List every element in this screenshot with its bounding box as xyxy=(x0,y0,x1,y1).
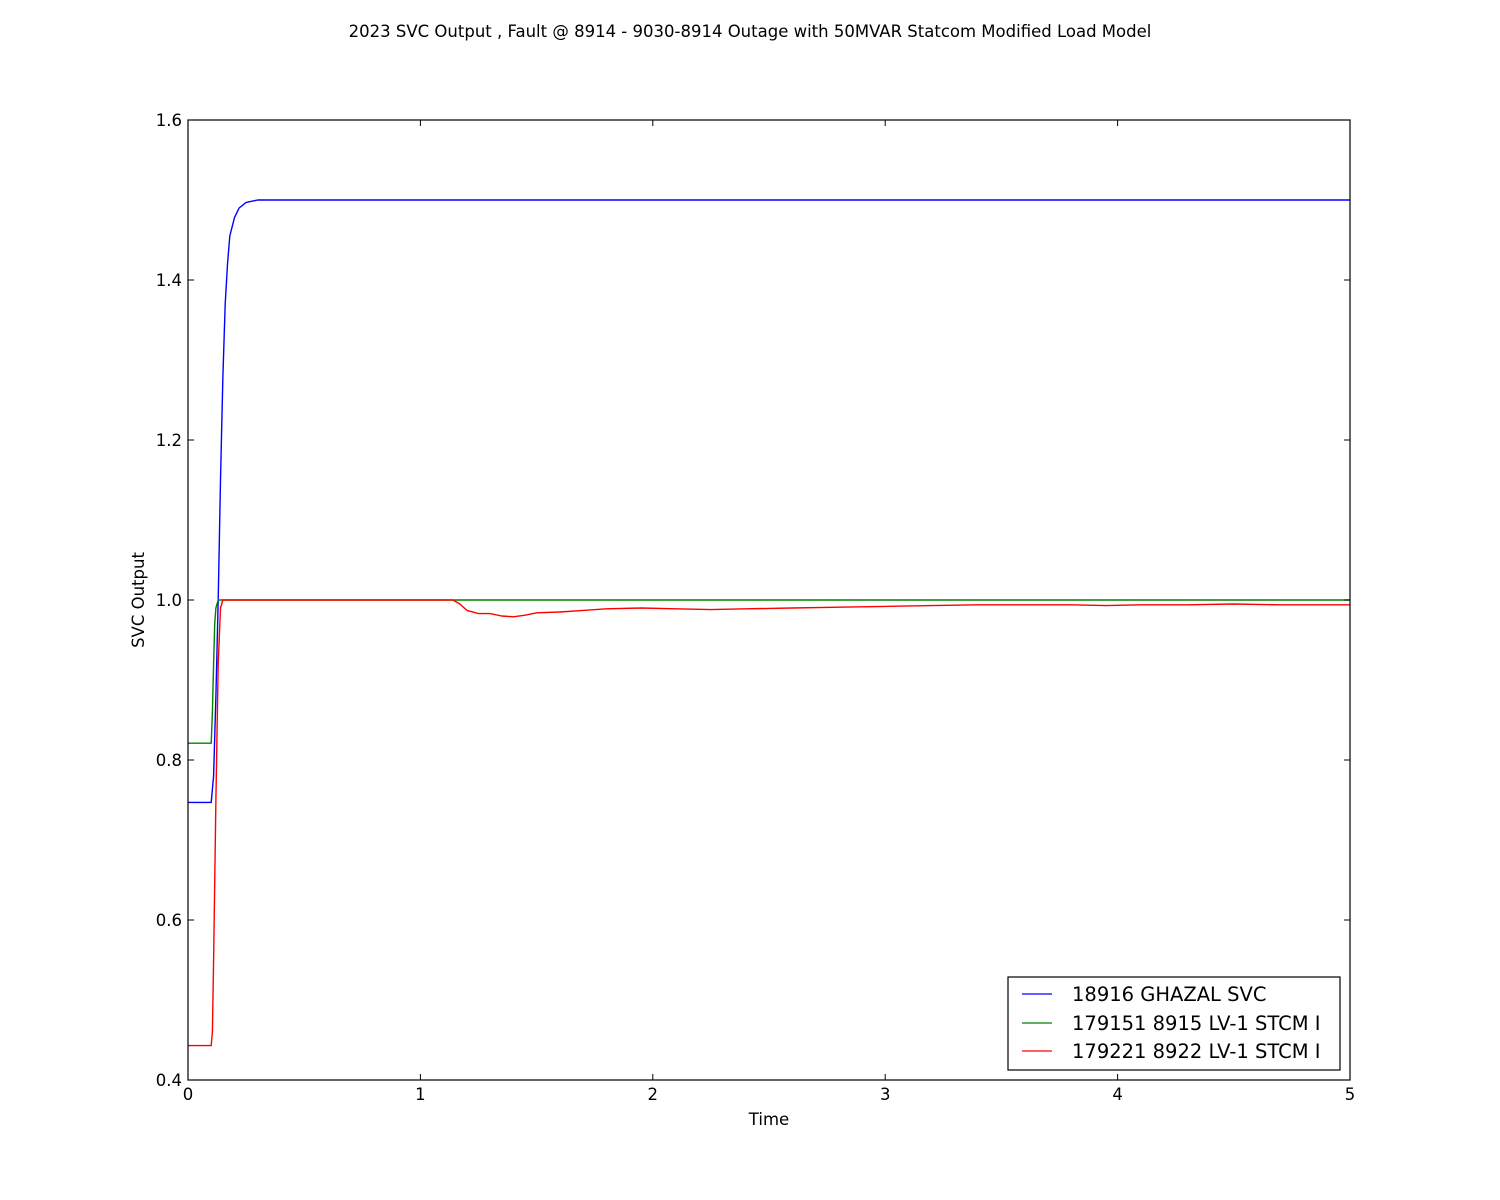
y-tick-label: 1.6 xyxy=(156,111,182,130)
legend-entry-1: 18916 GHAZAL SVC xyxy=(1072,983,1266,1006)
y-tick-label: 1.2 xyxy=(156,431,182,450)
y-tick-label: 1.0 xyxy=(156,591,182,610)
x-axis-label: Time xyxy=(748,1110,789,1129)
legend-entry-3: 179221 8922 LV-1 STCM I xyxy=(1072,1040,1321,1063)
y-tick-label: 0.8 xyxy=(156,751,182,770)
x-tick-label: 3 xyxy=(880,1085,891,1104)
plot-frame xyxy=(187,119,1351,1081)
legend: 18916 GHAZAL SVC 179151 8915 LV-1 STCM I… xyxy=(1007,976,1341,1071)
x-tick-label: 0 xyxy=(183,1085,194,1104)
x-tick-label: 1 xyxy=(415,1085,426,1104)
ticks-layer: 0 1 2 3 4 5 0.4 0.6 0.8 1.0 1.2 1.4 1.6 xyxy=(156,111,1356,1104)
series-layer xyxy=(188,199,1350,1047)
y-tick-label: 0.4 xyxy=(156,1071,182,1090)
chart-title: 2023 SVC Output , Fault @ 8914 - 9030-89… xyxy=(349,22,1152,41)
series-line-2 xyxy=(188,599,1350,744)
legend-box xyxy=(1007,976,1341,1071)
x-tick-label: 5 xyxy=(1345,1085,1356,1104)
y-tick-label: 0.6 xyxy=(156,911,182,930)
y-tick-label: 1.4 xyxy=(156,271,182,290)
x-tick-label: 2 xyxy=(648,1085,659,1104)
series-line-1 xyxy=(188,199,1350,804)
series-line-3 xyxy=(188,599,1350,1047)
y-axis-label: SVC Output xyxy=(129,552,148,648)
x-tick-label: 4 xyxy=(1112,1085,1123,1104)
legend-entry-2: 179151 8915 LV-1 STCM I xyxy=(1072,1012,1321,1035)
